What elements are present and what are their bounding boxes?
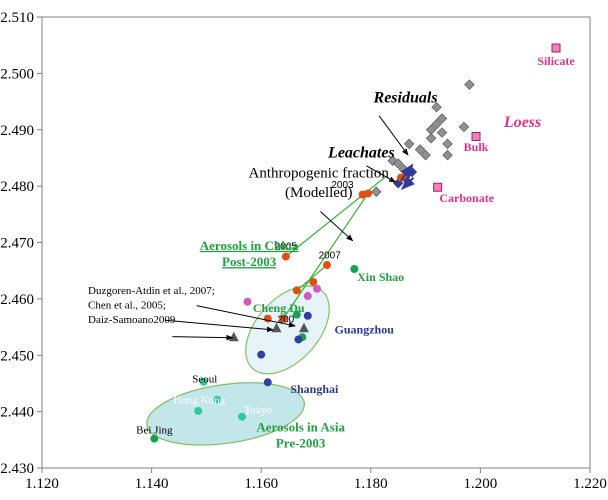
y-tick-label: 2.470	[0, 236, 34, 252]
annotation-line: Shanghai	[290, 382, 339, 396]
annotation-line: Seoul	[192, 373, 217, 385]
annotation-line: Xin Shao	[357, 270, 404, 284]
annotation-line: 200	[278, 315, 295, 326]
annotation-label: Bulk	[464, 140, 489, 154]
residual-point	[437, 128, 447, 138]
x-tick-label: 1.120	[25, 476, 59, 492]
residual-point	[371, 187, 381, 197]
residual-point	[426, 133, 436, 143]
annotation-line: Aerosols in China	[200, 238, 299, 253]
annotation-line: Guangzhou	[335, 322, 395, 336]
annotation-line: Chen et al., 2005;	[88, 299, 166, 311]
y-tick-label: 2.460	[0, 292, 34, 308]
y-tick-label: 2.450	[0, 348, 34, 364]
annotation-line: Carbonate	[439, 191, 494, 205]
annotation-label: Guangzhou	[335, 322, 395, 336]
annotation-line: Bei Jing	[136, 425, 173, 437]
y-tick-label: 2.430	[0, 461, 34, 477]
annotation-line: Anthropogenic fraction	[249, 166, 390, 182]
x-tick-label: 1.180	[354, 476, 388, 492]
annotation-line: 2007	[319, 250, 342, 261]
annotation-label: Aerosols in Asia Pre-2003	[256, 419, 345, 450]
blue-site-point	[294, 335, 302, 343]
annotation-label: 200	[278, 315, 295, 326]
annotation-label: Bei Jing	[136, 425, 173, 437]
annotation-label: Tokyo	[244, 404, 272, 416]
annotation-label: Silicate	[537, 54, 575, 68]
annotation-line: Daiz-Samoano2009	[88, 314, 176, 326]
annotation-line: Loess	[503, 114, 541, 131]
magenta-site-point	[313, 285, 321, 293]
annotation-label: Duzgoren-Atdin et al., 2007; Chen et al.,…	[88, 285, 215, 326]
china-post2003-ellipse	[230, 270, 346, 389]
annotation-line: Cheng Du	[253, 301, 305, 315]
pointer-arrow	[172, 337, 232, 338]
plot-frame	[42, 17, 590, 468]
x-tick-label: 1.160	[244, 476, 278, 492]
china-post2003-point	[264, 315, 272, 323]
blue-site-point	[264, 378, 272, 386]
annotation-line: Residuals	[373, 90, 438, 107]
annotation-label: Xin Shao	[357, 270, 404, 284]
annotation-label: Leachates	[327, 144, 395, 161]
annotation-label: Seoul	[192, 373, 217, 385]
annotation-label: Loess	[503, 114, 541, 131]
china-post2003-point	[309, 278, 317, 286]
y-tick-label: 2.480	[0, 179, 34, 195]
blue-site-point	[304, 312, 312, 320]
annotation-label: 2003	[331, 180, 354, 191]
y-tick-label: 2.490	[0, 123, 34, 139]
blue-site-point	[257, 351, 265, 359]
annotation-line: Duzgoren-Atdin et al., 2007;	[88, 285, 215, 297]
residual-point	[465, 80, 475, 90]
loess-point	[552, 44, 560, 52]
annotation-label: 2007	[319, 250, 342, 261]
china-post2003-point	[293, 286, 301, 294]
china-post2003-point	[359, 191, 367, 199]
annotation-line: Leachates	[327, 144, 395, 161]
asia-pre2003-point	[194, 407, 202, 415]
annotation-line: Post-2003	[222, 254, 277, 269]
magenta-site-point	[244, 298, 252, 306]
y-tick-label: 2.510	[0, 10, 34, 26]
literature-point	[229, 332, 239, 342]
residual-point	[459, 122, 469, 132]
annotation-label: Shanghai	[290, 382, 339, 396]
x-tick-label: 1.220	[573, 476, 607, 492]
annotation-label: Carbonate	[439, 191, 494, 205]
annotation-label: Hong Kong	[173, 395, 225, 407]
annotation-label: Residuals	[373, 90, 438, 107]
group-labels: Residuals Leachates Anthropogenic fraction…	[88, 54, 575, 451]
annotation-line: 2003	[331, 180, 354, 191]
annotation-line: Aerosols in Asia	[256, 419, 345, 434]
annotation-line: Bulk	[464, 140, 489, 154]
china-post2003-point	[323, 261, 331, 269]
annotation-label: Cheng Du	[253, 301, 305, 315]
y-tick-label: 2.440	[0, 405, 34, 421]
residual-point	[443, 150, 453, 160]
residual-point	[404, 139, 414, 149]
annotation-line: Pre-2003	[276, 436, 326, 451]
x-tick-label: 1.200	[464, 476, 498, 492]
y-tick-label: 2.500	[0, 66, 34, 82]
china-post2003-point	[282, 253, 290, 261]
annotation-line: Hong Kong	[173, 395, 225, 407]
residual-point	[443, 139, 453, 149]
magenta-site-point	[304, 292, 312, 300]
annotation-line: Tokyo	[244, 404, 272, 416]
x-tick-label: 1.140	[135, 476, 169, 492]
annotation-line: Silicate	[537, 54, 575, 68]
